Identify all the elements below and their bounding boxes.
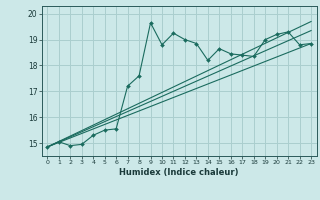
X-axis label: Humidex (Indice chaleur): Humidex (Indice chaleur) [119,168,239,177]
